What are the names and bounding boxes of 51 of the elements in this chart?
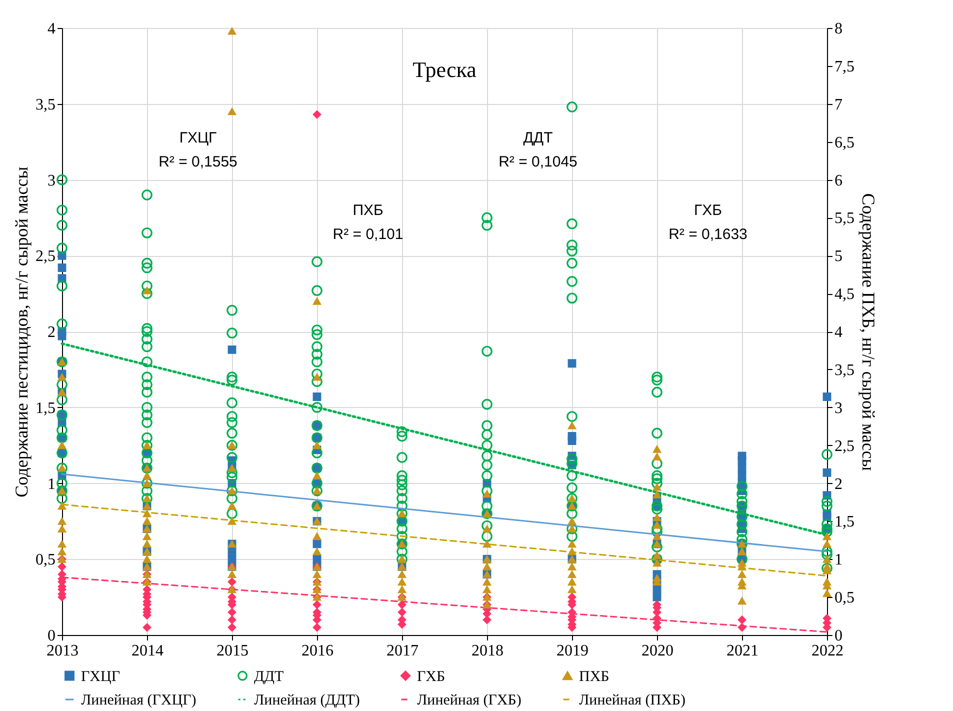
x-tick-label: 2016: [302, 642, 334, 660]
y2-tick-label: 1: [834, 552, 842, 569]
legend-label: Линейная (ГХБ): [417, 692, 522, 708]
annotation: ДДТ R² = 0,1045: [498, 129, 578, 170]
y-tick-label: 4: [48, 20, 56, 38]
legend-label: Линейная (ГХЦГ): [81, 692, 196, 708]
y2-tick-label: 1,5: [834, 514, 854, 531]
y2-tick-label: 0: [834, 628, 842, 644]
legend-label: ПХБ: [579, 668, 610, 685]
y2-tick-label: 2,5: [834, 438, 854, 455]
y-tick-label: 3: [48, 172, 56, 190]
x-tick-label: 2015: [216, 642, 248, 660]
y2-tick-label: 7: [834, 96, 842, 114]
x-tick-label: 2017: [386, 642, 418, 660]
y-tick-label: 1,5: [36, 400, 56, 417]
y2-tick-label: 5: [834, 248, 842, 266]
y-tick-label: 1: [48, 476, 56, 493]
annotation: ГХБ R² = 0,1633: [668, 202, 748, 244]
y2-tick-label: 6,5: [834, 134, 854, 152]
legend-label: ГХБ: [417, 668, 446, 685]
legend-label: Линейная (ПХБ): [579, 692, 686, 708]
x-tick-label: 2018: [472, 642, 504, 660]
y2-tick-label: 7,5: [834, 58, 854, 76]
x-tick-label: 2022: [812, 642, 844, 660]
y-tick-label: 3,5: [36, 96, 56, 114]
y-tick-label: 0: [48, 628, 56, 644]
x-tick-label: 2020: [642, 642, 674, 660]
x-tick-label: 2019: [556, 642, 588, 660]
y2-tick-label: 3,5: [834, 362, 854, 379]
text: Треска: [412, 57, 477, 82]
y2-axis-title: Содержание ПХБ, нг/г сырой массы: [858, 193, 878, 471]
legend-label: ДДТ: [254, 668, 284, 685]
y2-tick-label: 2: [834, 476, 842, 493]
y-tick-label: 2,5: [36, 248, 56, 266]
x-tick-label: 2013: [46, 642, 78, 660]
y-axis-title: Содержание пестицидов, нг/г сырой массы: [12, 166, 32, 498]
y2-tick-label: 4: [834, 324, 842, 341]
y2-tick-label: 4,5: [834, 286, 854, 304]
y2-tick-label: 3: [834, 400, 842, 417]
legend-label: Линейная (ДДТ): [254, 692, 360, 708]
annotation: ГХЦГ R² = 0,1555: [158, 129, 238, 170]
annotation: ПХБ R² = 0,101: [332, 202, 404, 244]
y2-tick-label: 5,5: [834, 210, 854, 228]
legend-label: ГХЦГ: [81, 668, 120, 685]
y2-tick-label: 0,5: [834, 590, 854, 607]
x-tick-label: 2021: [726, 642, 758, 660]
y-tick-label: 2: [48, 324, 56, 341]
y2-tick-label: 8: [834, 20, 842, 38]
x-tick-label: 2014: [132, 642, 164, 660]
y-tick-label: 0,5: [36, 552, 56, 569]
y2-tick-label: 6: [834, 172, 842, 190]
